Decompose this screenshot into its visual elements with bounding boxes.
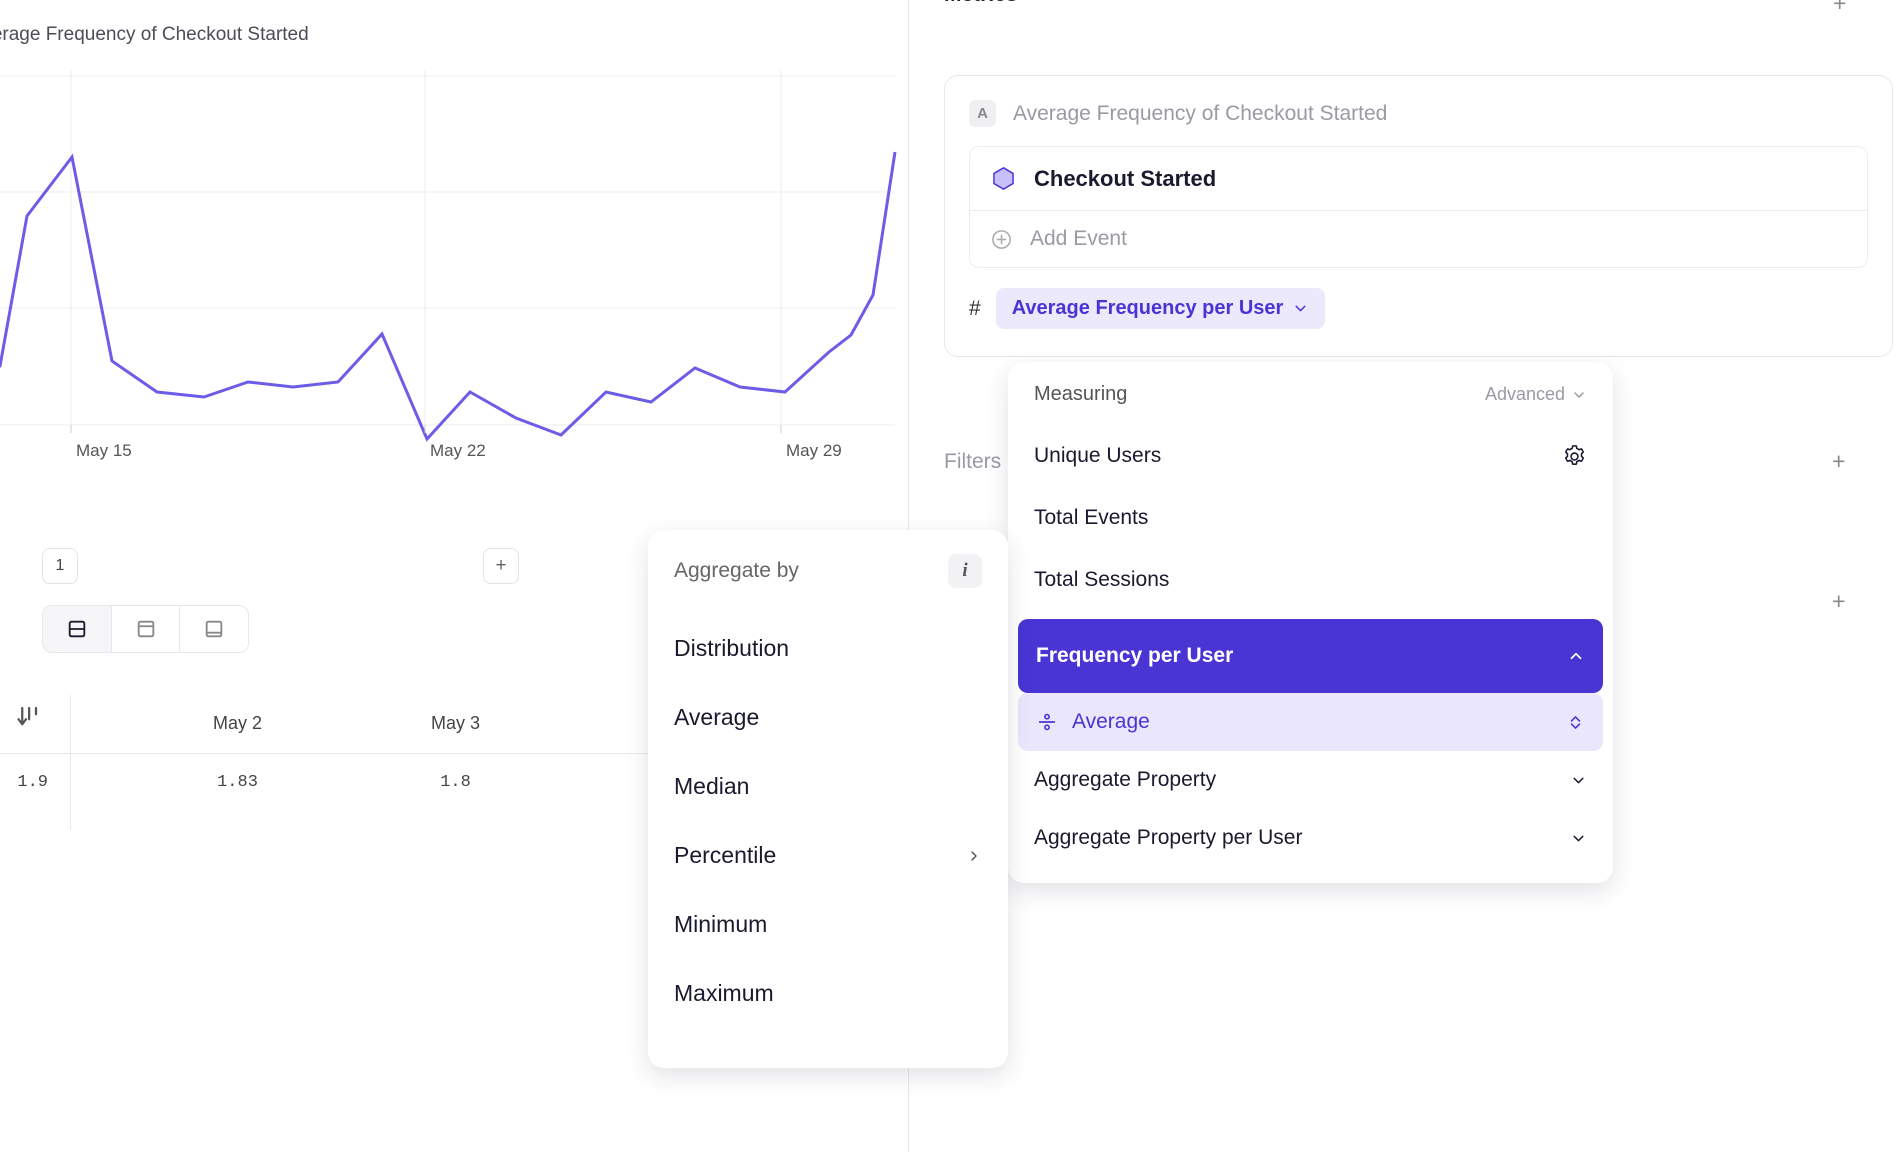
svg-text:May 22: May 22 <box>430 441 486 460</box>
svg-text:May 15: May 15 <box>76 441 132 460</box>
svg-text:May 29: May 29 <box>786 441 842 460</box>
